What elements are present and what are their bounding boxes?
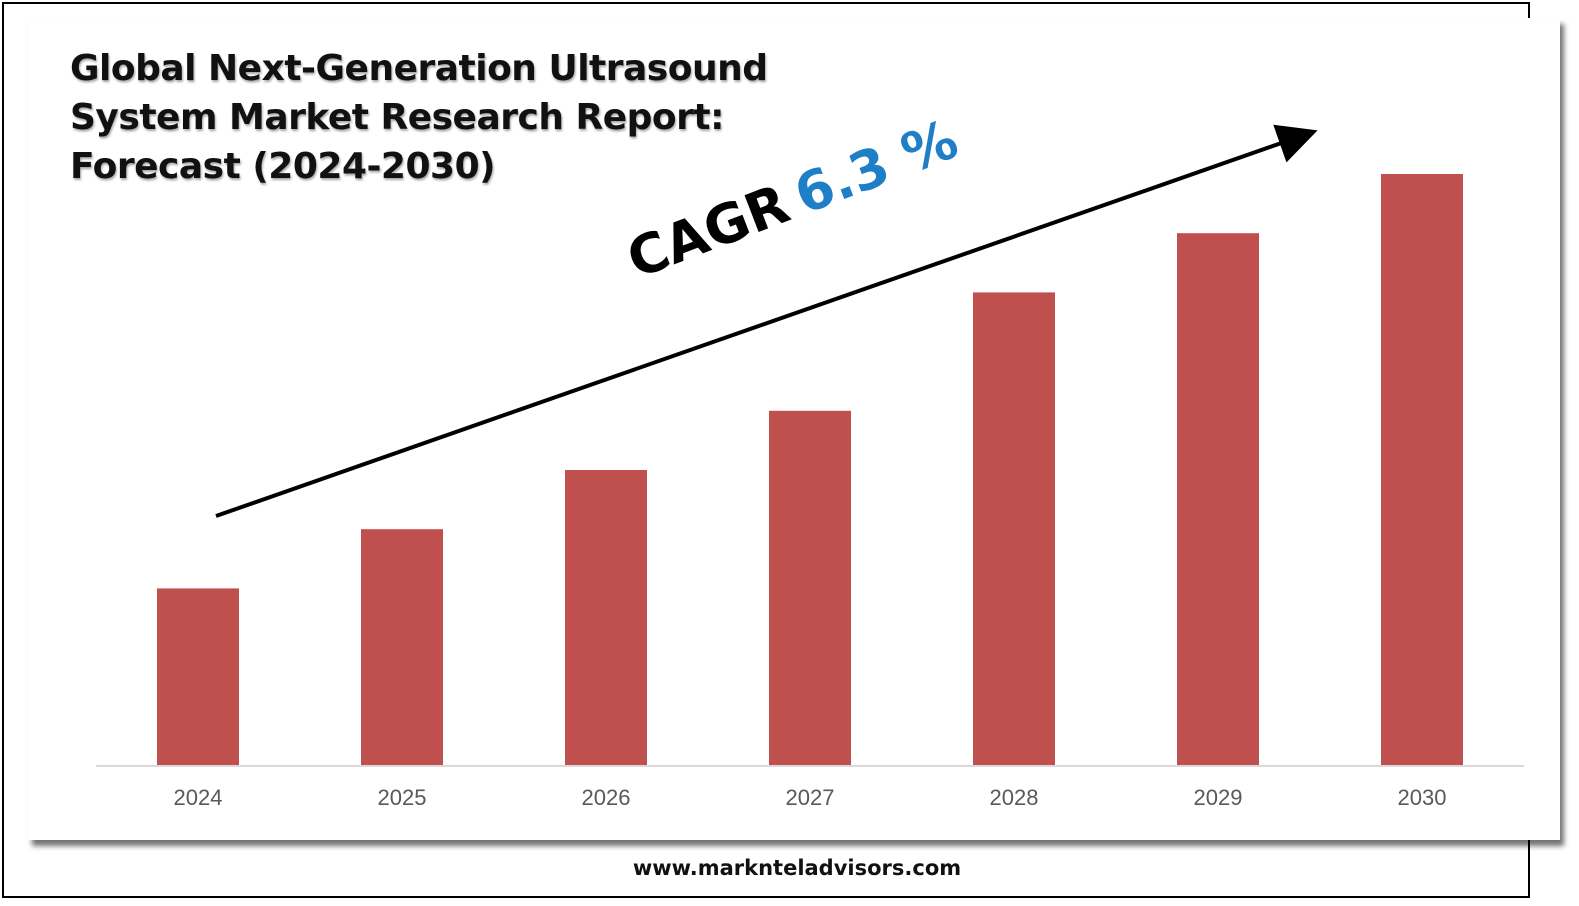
x-tick-2027: 2027 <box>786 785 835 810</box>
bar-2026 <box>565 470 647 766</box>
x-tick-2030: 2030 <box>1398 785 1447 810</box>
trend-arrow <box>215 124 1318 518</box>
bar-2028 <box>973 292 1055 766</box>
title-line-2: System Market Research Report: <box>70 97 725 138</box>
bars-group <box>157 174 1463 766</box>
bar-2029 <box>1177 233 1259 766</box>
x-tick-2029: 2029 <box>1194 785 1243 810</box>
bar-2030 <box>1381 174 1463 766</box>
title-line-3: Forecast (2024-2030) <box>70 146 496 187</box>
x-tick-2028: 2028 <box>990 785 1039 810</box>
title-line-1: Global Next-Generation Ultrasound <box>70 48 768 89</box>
chart-title: Global Next-Generation Ultrasound System… <box>70 44 830 191</box>
x-tick-labels: 2024 2025 2026 2027 2028 2029 2030 <box>174 785 1447 810</box>
footer-url: www.marknteladvisors.com <box>632 856 962 880</box>
x-tick-2026: 2026 <box>582 785 631 810</box>
x-tick-2025: 2025 <box>378 785 427 810</box>
bar-2025 <box>361 529 443 766</box>
bar-2027 <box>769 410 851 766</box>
x-tick-2024: 2024 <box>174 785 223 810</box>
bar-2024 <box>157 588 239 766</box>
